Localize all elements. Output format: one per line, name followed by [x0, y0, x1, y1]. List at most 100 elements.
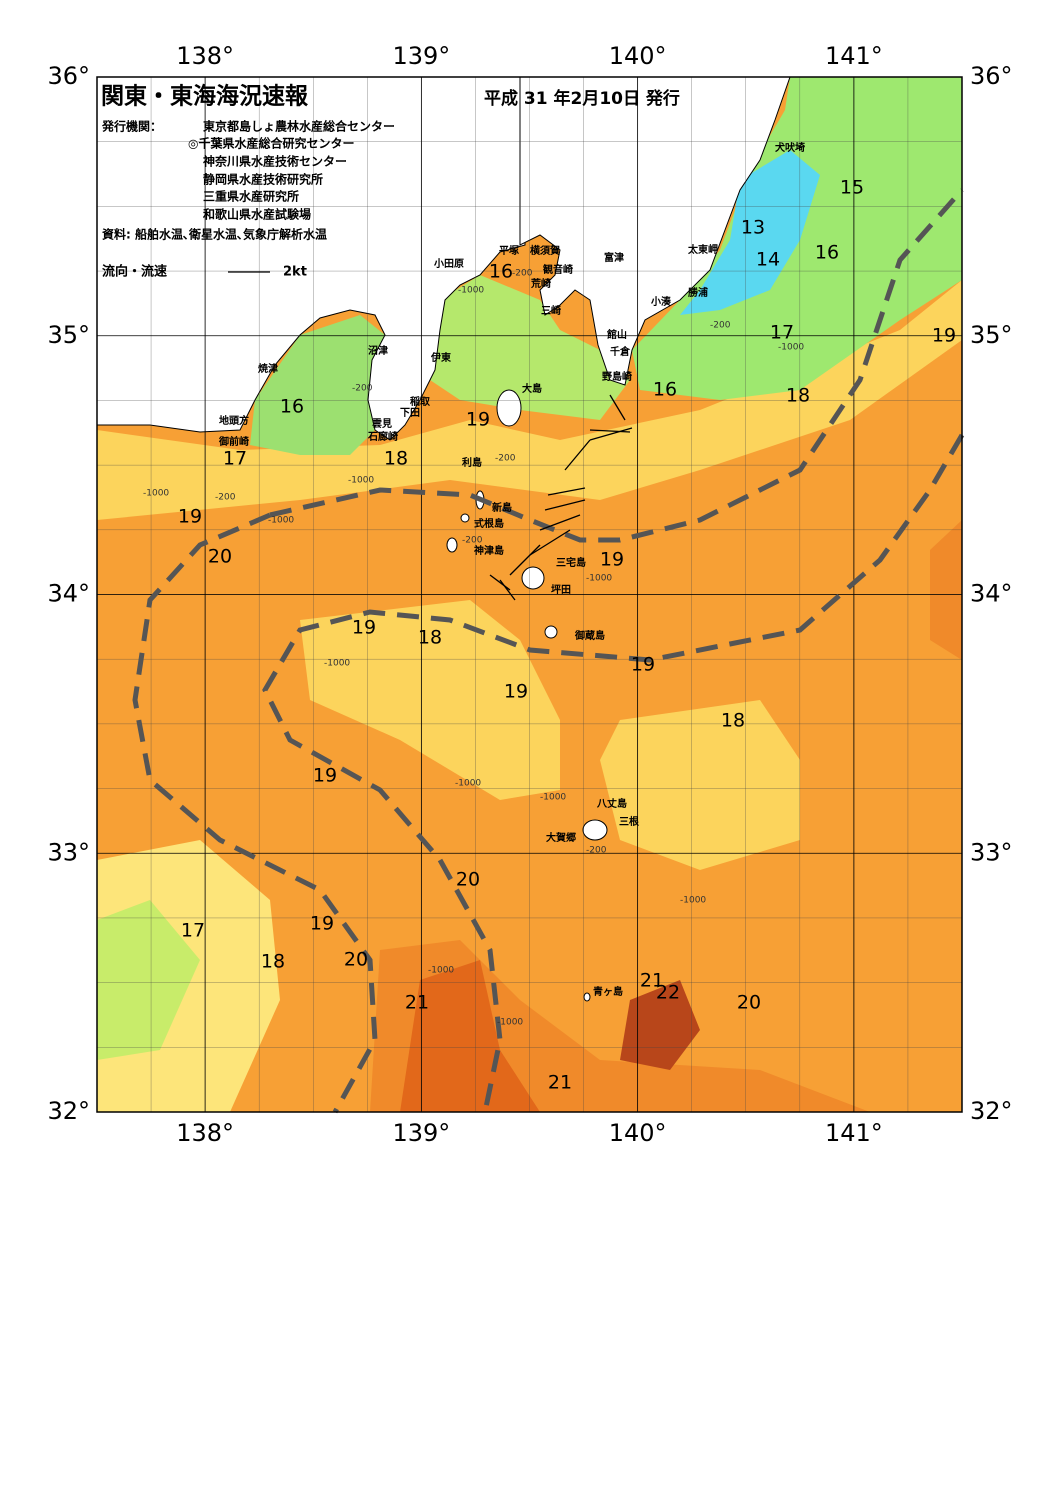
issuer: 東京都島しょ農林水産総合センター	[203, 119, 395, 134]
place: 石廊崎	[367, 430, 398, 443]
place: 沼津	[368, 344, 388, 357]
lat-tick-label: 33°	[970, 838, 1013, 866]
place: 富津	[604, 251, 624, 264]
title: 関東・東海海況速報	[101, 83, 309, 110]
arrow	[499, 579, 516, 601]
place: 小田原	[433, 257, 464, 270]
header: 関東・東海海況速報 平成 31 年2月10日 発行 発行機関： 東京都島しょ農林…	[101, 83, 680, 280]
lon-tick-label: 141°	[825, 42, 883, 70]
isotherm-label: 20	[208, 546, 232, 568]
island	[583, 992, 591, 1002]
arrow	[547, 487, 586, 496]
isotherm-label: 13	[741, 217, 765, 239]
depth-label: -1000	[458, 286, 484, 296]
kuroshio-line	[269, 188, 964, 543]
island	[521, 566, 545, 590]
place: 大賀郷	[546, 831, 576, 844]
depth-label: -200	[495, 454, 516, 464]
place: 下田	[400, 407, 420, 419]
island	[460, 513, 470, 523]
depth-label: -200	[710, 321, 731, 331]
isotherm-label: 19	[504, 681, 528, 703]
legend-label: 流向・流速	[102, 264, 167, 280]
isotherm-label: 22	[656, 982, 680, 1004]
land-west	[96, 76, 526, 441]
island	[496, 389, 522, 427]
isotherm-label: 16	[653, 379, 677, 401]
depth-label: -200	[352, 384, 373, 394]
isotherm-label: 16	[815, 242, 839, 264]
isotherm-label: 20	[344, 949, 368, 971]
isotherm-label: 19	[313, 765, 337, 787]
isotherm-label: 21	[405, 992, 429, 1014]
arrow	[509, 544, 541, 576]
place: 稲取	[410, 395, 431, 408]
depth-label: -1000	[428, 966, 454, 976]
tick-labels: 138° 138° 139° 139° 140° 140° 141° 141° 32° 32° 33…	[47, 42, 1012, 1147]
isotherm-label: 19	[352, 617, 376, 639]
isotherm-label: 19	[178, 506, 202, 528]
isotherm-label: 17	[770, 322, 794, 344]
lat-tick-label: 35°	[970, 321, 1013, 349]
place: 野島崎	[602, 370, 632, 383]
isotherm-label: 21	[640, 970, 664, 992]
place: 三宅島	[556, 556, 586, 569]
legend-scale: 2kt	[283, 265, 307, 280]
issuer: 和歌山県水産試験場	[202, 207, 311, 222]
place: 御前崎	[218, 435, 249, 448]
place: 観音崎	[543, 263, 573, 276]
place: 御蔵島	[574, 629, 605, 642]
lat-tick-label: 34°	[47, 580, 90, 608]
isotherm-label: 15	[840, 177, 864, 199]
current-arrows	[228, 271, 633, 601]
isotherm-label: 19	[310, 913, 334, 935]
lon-tick-label: 141°	[825, 1119, 883, 1147]
arrow	[564, 439, 591, 471]
lat-tick-label: 34°	[970, 580, 1013, 608]
place: 千倉	[610, 345, 631, 358]
isotherm-labels: 15 13 14 16 16 17 19 16 16 18 19 18 17 1…	[178, 177, 956, 1094]
sources: 資料: 船舶水温､衛星水温､気象庁解析水温	[102, 227, 327, 242]
depth-label: -200	[215, 493, 236, 503]
zone-16	[250, 315, 385, 455]
isotherm-label: 19	[932, 325, 956, 347]
depth-label: -1000	[540, 793, 566, 803]
land-east	[519, 76, 791, 386]
arrow	[589, 429, 631, 433]
map-frame	[96, 76, 963, 1113]
lon-tick-label: 139°	[392, 1119, 450, 1147]
depth-label: -1000	[143, 489, 169, 499]
isotherm-label: 19	[631, 654, 655, 676]
place: 勝浦	[688, 286, 708, 299]
lon-tick-label: 138°	[176, 1119, 234, 1147]
issuer: 三重県水産研究所	[203, 189, 299, 204]
lon-tick-label: 138°	[176, 42, 234, 70]
place: 利島	[462, 456, 482, 469]
isotherm-label: 14	[756, 249, 780, 271]
depth-labels: -1000 -200 -200 -1000 -200 -1000 -1000 -…	[143, 269, 804, 1028]
issuer: 神奈川県水産技術センター	[203, 154, 347, 169]
island	[582, 819, 608, 841]
arrow	[529, 529, 571, 556]
place: 神津島	[474, 544, 504, 557]
depth-label: -1000	[778, 343, 804, 353]
issuer: ◎千葉県水産総合研究センター	[188, 136, 354, 151]
isotherm-label: 18	[786, 385, 810, 407]
place: 焼津	[258, 362, 278, 375]
lat-tick-label: 36°	[47, 62, 90, 90]
kuroshio-line	[132, 512, 378, 1114]
land	[96, 76, 791, 1002]
depth-label: -1000	[348, 476, 374, 486]
place: 雲見	[372, 418, 392, 430]
isotherm-label: 20	[456, 869, 480, 891]
place: 三根	[619, 815, 639, 828]
lat-tick-label: 35°	[47, 321, 90, 349]
place: 伊東	[430, 351, 451, 364]
depth-label: -200	[512, 269, 533, 279]
place: 太東岬	[687, 243, 718, 256]
zone-13	[680, 150, 820, 315]
island	[446, 537, 458, 553]
place: 八丈島	[596, 797, 627, 810]
isotherm-label: 17	[181, 920, 205, 942]
arrow	[539, 514, 581, 531]
